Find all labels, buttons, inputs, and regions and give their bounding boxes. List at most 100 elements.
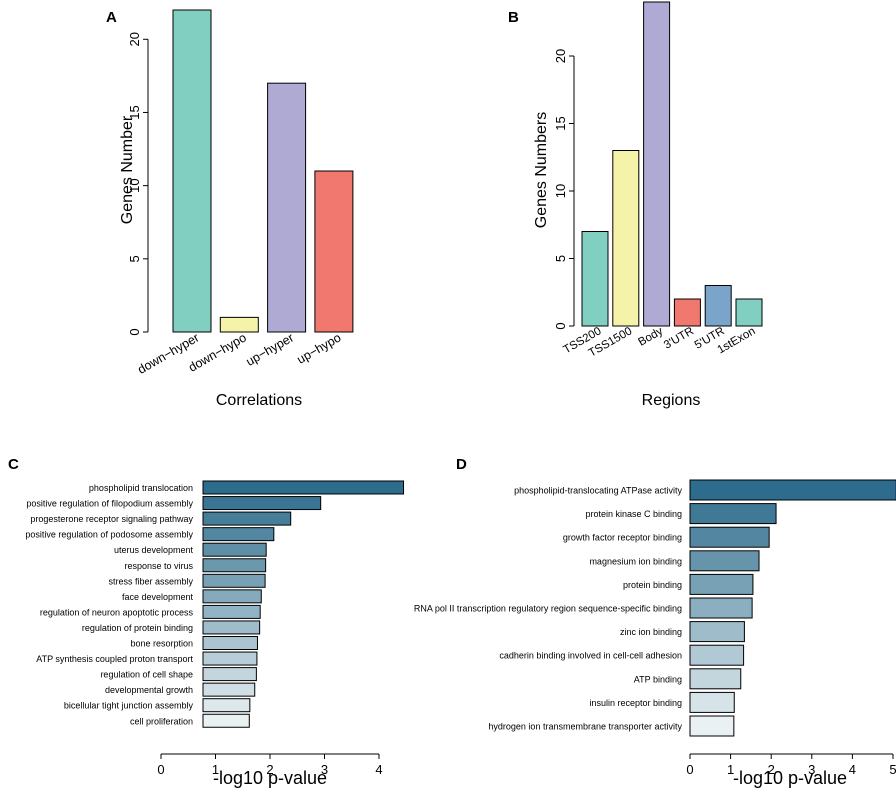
y-tick-label: 20 <box>127 32 142 46</box>
category-label: positive regulation of podosome assembly <box>25 530 193 540</box>
bar-up-hyper <box>267 82 307 333</box>
category-label: hydrogen ion transmembrane transporter a… <box>488 722 682 732</box>
category-label: phospholipid-translocating ATPase activi… <box>514 486 682 496</box>
bar-5-utr <box>704 285 732 327</box>
bar-bicellular-tight-junction-assembly <box>202 698 251 713</box>
bar-phospholipid-translocating-atpase-activity <box>689 479 896 501</box>
bar-stress-fiber-assembly <box>202 573 266 588</box>
category-label: growth factor receptor binding <box>563 533 682 543</box>
y-tick-label: 5 <box>553 255 568 262</box>
y-tick-label: 15 <box>127 105 142 119</box>
bar-up-hypo <box>314 170 354 333</box>
x-tick-label: 2 <box>266 762 273 777</box>
y-tick-label: 10 <box>553 184 568 198</box>
category-label: response to virus <box>124 561 193 571</box>
bar-3-utr <box>673 298 701 327</box>
y-tick-label: 15 <box>553 116 568 130</box>
category-label: protein binding <box>623 580 682 590</box>
x-tick-label: 1 <box>727 762 734 777</box>
bar-zinc-ion-binding <box>689 621 745 643</box>
category-label: RNA pol II transcription regulatory regi… <box>414 604 682 614</box>
y-tick-label: 0 <box>127 328 142 335</box>
category-label: face development <box>122 592 194 602</box>
category-label: developmental growth <box>105 685 193 695</box>
x-axis-title: Correlations <box>216 392 302 409</box>
category-label: stress fiber assembly <box>108 576 193 586</box>
x-tick-label: 3'UTR <box>662 325 696 352</box>
bar-hydrogen-ion-transmembrane-transporter-activity <box>689 715 735 737</box>
bar-magnesium-ion-binding <box>689 550 760 572</box>
y-axis-title: Genes Numbers <box>533 112 550 229</box>
x-tick-label: 4 <box>375 762 382 777</box>
x-tick-label: 0 <box>686 762 693 777</box>
bar-atp-binding <box>689 668 742 690</box>
category-label: uterus development <box>114 545 194 555</box>
category-label: regulation of neuron apoptotic process <box>40 607 194 617</box>
bar-protein-binding <box>689 573 754 595</box>
bar-regulation-of-cell-shape <box>202 667 257 682</box>
category-label: protein kinase C binding <box>585 509 682 519</box>
bar-protein-kinase-c-binding <box>689 503 777 525</box>
bar-phospholipid-translocation <box>202 480 405 495</box>
bar-cadherin-binding-involved-in-cell-cell-adhesion <box>689 644 745 666</box>
x-axis-title: -log10 p-value <box>213 768 327 788</box>
x-tick-label: Body <box>636 325 665 349</box>
bar-progesterone-receptor-signaling-pathway <box>202 511 292 526</box>
category-label: ATP binding <box>634 674 682 684</box>
category-label: regulation of cell shape <box>100 670 193 680</box>
bar-face-development <box>202 589 262 604</box>
bar-positive-regulation-of-filopodium-assembly <box>202 496 322 511</box>
category-label: progesterone receptor signaling pathway <box>30 514 193 524</box>
x-axis-title: Regions <box>642 392 701 409</box>
x-tick-label: up−hyper <box>244 330 296 368</box>
bar-positive-regulation-of-podosome-assembly <box>202 527 275 542</box>
bar-1stexon <box>735 298 763 327</box>
x-tick-label: 3 <box>321 762 328 777</box>
bar-developmental-growth <box>202 682 256 697</box>
category-label: bone resorption <box>130 639 193 649</box>
bar-regulation-of-neuron-apoptotic-process <box>202 604 261 619</box>
category-label: cadherin binding involved in cell-cell a… <box>499 651 682 661</box>
category-label: ATP synthesis coupled proton transport <box>36 654 193 664</box>
bar-down-hypo <box>219 316 259 333</box>
y-tick-label: 10 <box>127 178 142 192</box>
category-label: insulin receptor binding <box>589 698 682 708</box>
x-tick-label: 4 <box>849 762 856 777</box>
category-label: magnesium ion binding <box>589 556 682 566</box>
bar-response-to-virus <box>202 558 267 573</box>
x-tick-label: 1 <box>212 762 219 777</box>
x-tick-label: 3 <box>808 762 815 777</box>
bar-cell-proliferation <box>202 713 250 728</box>
panel-label: B <box>508 9 519 26</box>
x-tick-label: up−hypo <box>295 330 344 366</box>
panel-a: A05101520down−hyperdown−hypoup−hyperup−h… <box>106 9 354 409</box>
bar-uterus-development <box>202 542 267 557</box>
bar-regulation-of-protein-binding <box>202 620 261 635</box>
x-tick-label: 5 <box>889 762 896 777</box>
panel-label: D <box>456 456 467 473</box>
y-tick-label: 20 <box>553 49 568 63</box>
category-label: bicellular tight junction assembly <box>64 701 194 711</box>
panel-label: A <box>106 9 117 26</box>
category-label: positive regulation of filopodium assemb… <box>26 499 193 509</box>
y-axis-title: Genes Number <box>119 115 136 224</box>
bar-atp-synthesis-coupled-proton-transport <box>202 651 258 666</box>
category-label: phospholipid translocation <box>89 483 193 493</box>
bar-bone-resorption <box>202 636 258 650</box>
x-axis-title: -log10 p-value <box>733 768 847 788</box>
category-label: cell proliferation <box>130 716 193 726</box>
bar-tss200 <box>581 231 609 327</box>
bar-body <box>643 1 671 327</box>
x-tick-label: 2 <box>768 762 775 777</box>
category-label: regulation of protein binding <box>82 623 193 633</box>
bar-down-hyper <box>172 9 212 333</box>
category-label: zinc ion binding <box>620 627 682 637</box>
y-tick-label: 5 <box>127 255 142 262</box>
bar-insulin-receptor-binding <box>689 691 735 713</box>
y-tick-label: 0 <box>553 322 568 329</box>
bar-rna-pol-ii-transcription-regulatory-region-sequence-specific-binding <box>689 597 753 619</box>
x-tick-label: 0 <box>157 762 164 777</box>
